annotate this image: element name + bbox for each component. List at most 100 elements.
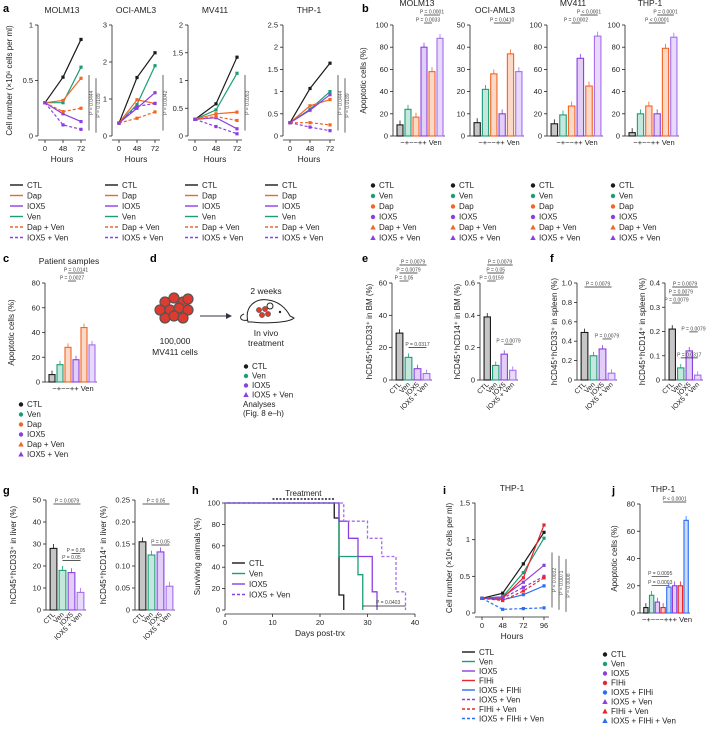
series-line-fihi-ven — [481, 577, 545, 602]
y-tick-label: 60 — [380, 65, 388, 74]
x-tick-label: 0 — [223, 618, 227, 627]
y-tick-label: 80 — [32, 279, 40, 288]
legend-circle-icon — [450, 183, 456, 188]
legend-label: Dap + Ven — [539, 223, 577, 232]
chart-title: MV411 — [202, 5, 229, 15]
y-tick-label: 0 — [656, 376, 660, 385]
chart-title: THP-1 — [638, 0, 663, 8]
panel-letter: j — [611, 485, 615, 497]
legend-label: Dap + Ven — [459, 223, 497, 232]
y-tick-label: 0.6 — [562, 317, 572, 326]
mouse-eye-icon — [278, 310, 282, 314]
y-tick-label: 0.25 — [115, 496, 130, 505]
data-point — [521, 589, 525, 593]
p-value-label: P = 0.0079 — [595, 333, 619, 339]
bar-iox5-ven — [76, 591, 85, 611]
y-axis-label: Apoptotic cells (%) — [359, 47, 368, 114]
bar-iox5-ven — [422, 372, 431, 381]
data-point — [214, 108, 218, 112]
legend-triangle-icon — [530, 224, 536, 230]
data-point — [235, 110, 239, 114]
data-point — [61, 123, 65, 127]
y-tick-label: 20 — [379, 343, 387, 352]
legend-label: Dap + Ven — [282, 223, 320, 232]
y-tick-label: 20 — [33, 562, 41, 571]
chart-title: MOLM13 — [45, 5, 80, 15]
x-condition-signs: −+−−++ Ven — [400, 138, 441, 147]
chart-title: Patient samples — [39, 256, 99, 266]
legend-circle-icon — [18, 432, 24, 437]
bar-iox5-fihi-ven — [683, 519, 689, 614]
legend-label: Dap + Ven — [27, 440, 65, 449]
series-line-ctl — [289, 62, 331, 123]
p-value-label: P = 0.0189 — [96, 93, 102, 117]
y-axis-label: Cell number (×10⁶ cells per ml) — [5, 25, 14, 136]
x-tick-label: 96 — [540, 621, 548, 630]
x-condition-signs: −+−−++ Ven — [556, 138, 597, 147]
y-tick-label: 40 — [33, 518, 41, 527]
data-point — [542, 563, 546, 567]
panel-letter: d — [150, 253, 157, 265]
y-tick-label: 60 — [379, 279, 387, 288]
data-point — [328, 129, 332, 133]
y-tick-label: 1 — [103, 95, 107, 104]
data-point — [214, 114, 218, 119]
cell-icon — [159, 296, 171, 308]
bar-iox5-ven — [694, 374, 702, 381]
x-axis-label: Days post-trx — [295, 628, 346, 638]
p-value-label: P = 0.0079 — [401, 260, 425, 266]
x-tick-label: 48 — [212, 144, 220, 153]
y-tick-label: 0 — [216, 606, 220, 615]
survival-curve-iox5 — [225, 502, 378, 610]
data-point — [61, 101, 65, 105]
y-tick-label: 0.4 — [562, 337, 572, 346]
bar-iox5 — [654, 601, 661, 614]
y-tick-label: 10 — [457, 109, 465, 118]
legend-circle-icon — [530, 214, 536, 220]
y-tick-label: 20 — [627, 581, 635, 590]
chart-title: MV411 — [560, 0, 587, 8]
p-value-label: P = 0.0032 — [552, 568, 558, 592]
y-tick-label: 3 — [103, 21, 107, 30]
legend-triangle-icon — [602, 699, 608, 704]
panel-letter: f — [550, 253, 554, 265]
p-value-label: P = 0.0079 — [664, 298, 688, 304]
p-value-label: P = 0.05 — [151, 540, 170, 546]
y-axis-label: hCD45⁺hCD33⁺ in liver (%) — [9, 506, 18, 605]
legend-label: IOX5 — [379, 213, 398, 222]
data-point — [153, 51, 157, 55]
x-tick-label: 0 — [288, 144, 292, 153]
bar-ven — [492, 364, 500, 381]
y-tick-label: 0 — [179, 132, 183, 141]
bar-dap — [64, 346, 72, 383]
x-condition-signs: −+−−++ Ven — [478, 138, 519, 147]
legend-label: IOX5 — [282, 202, 301, 211]
legend-circle-icon — [530, 183, 536, 188]
series-line-fihi — [482, 524, 545, 599]
data-point — [135, 98, 139, 102]
series-line-ctl — [44, 39, 82, 104]
y-tick-label: 0 — [616, 132, 620, 141]
legend-label: IOX5 — [479, 667, 498, 676]
legend-label: Ven — [27, 213, 41, 222]
y-tick-label: 0.5 — [173, 104, 183, 113]
legend-triangle-icon — [370, 224, 376, 230]
legend-circle-icon — [602, 652, 608, 657]
y-tick-label: 0 — [274, 132, 278, 141]
legend-label: IOX5 + Ven — [252, 391, 293, 400]
y-tick-label: 0.5 — [268, 109, 278, 118]
p-value-label: P = 0.0410 — [490, 18, 514, 24]
bar-iox5-ven — [607, 372, 616, 381]
y-tick-label: 0 — [383, 376, 387, 385]
y-tick-label: 100 — [529, 21, 542, 30]
y-tick-label: 30 — [457, 65, 465, 74]
bar-ven — [648, 594, 655, 614]
tumor-cell-icon — [259, 312, 265, 318]
p-value-label: P = 0.0079 — [673, 282, 697, 288]
bar-ctl — [550, 123, 559, 137]
legend-label: IOX5 + Ven — [27, 450, 68, 459]
legend-circle-icon — [243, 364, 249, 369]
y-tick-label: 0.15 — [115, 540, 130, 549]
p-value-label: P = 0.0079 — [396, 268, 420, 274]
legend-label: Ven — [479, 658, 493, 667]
